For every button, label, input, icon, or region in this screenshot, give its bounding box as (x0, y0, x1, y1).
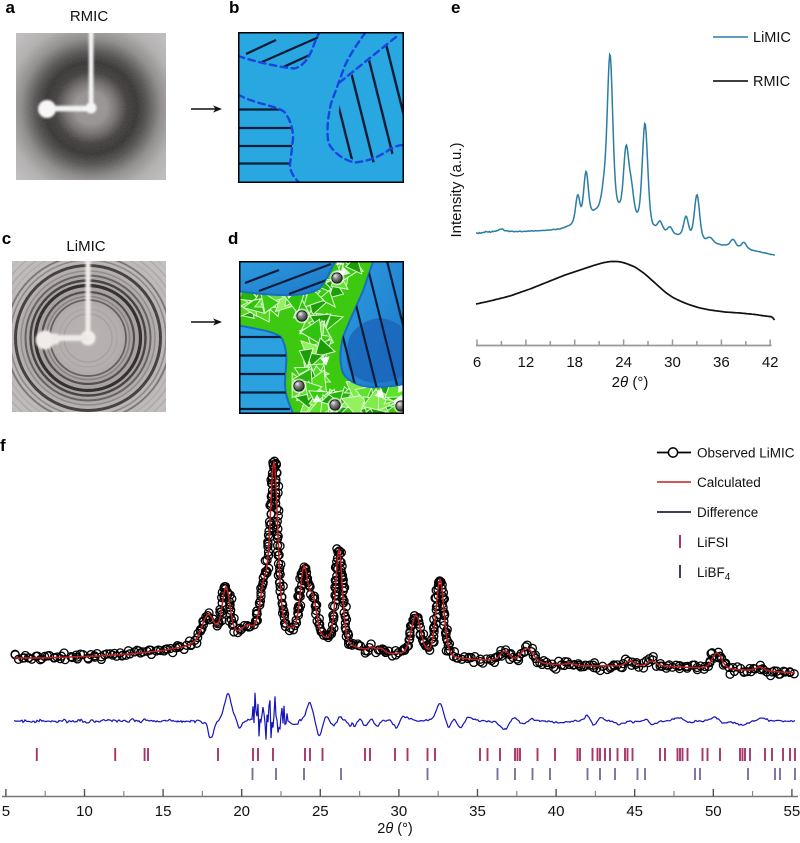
svg-text:30: 30 (664, 354, 681, 371)
svg-text:Difference: Difference (697, 505, 758, 520)
svg-text:RMIC: RMIC (753, 74, 790, 90)
svg-text:6: 6 (473, 354, 481, 371)
svg-text:45: 45 (626, 803, 643, 820)
svg-text:42: 42 (762, 354, 779, 371)
svg-text:LiBF4: LiBF4 (697, 565, 731, 583)
svg-text:40: 40 (548, 803, 565, 820)
svg-text:LiMIC: LiMIC (753, 30, 791, 46)
svg-text:35: 35 (469, 803, 486, 820)
svg-text:20: 20 (233, 803, 250, 820)
svg-text:55: 55 (784, 803, 800, 820)
svg-text:24: 24 (615, 354, 632, 371)
svg-text:15: 15 (155, 803, 172, 820)
svg-text:30: 30 (391, 803, 408, 820)
svg-text:5: 5 (2, 803, 10, 820)
svg-text:18: 18 (566, 354, 583, 371)
svg-text:36: 36 (713, 354, 730, 371)
svg-text:10: 10 (76, 803, 93, 820)
svg-text:Intensity (a.u.): Intensity (a.u.) (448, 142, 465, 237)
svg-text:25: 25 (312, 803, 329, 820)
svg-text:Calculated: Calculated (697, 475, 761, 490)
svg-text:LiFSI: LiFSI (697, 535, 729, 550)
svg-text:2θ (°): 2θ (°) (612, 374, 649, 391)
svg-text:50: 50 (705, 803, 722, 820)
svg-text:Observed LiMIC: Observed LiMIC (697, 446, 795, 461)
svg-text:2θ (°): 2θ (°) (377, 821, 412, 837)
svg-text:12: 12 (518, 354, 535, 371)
